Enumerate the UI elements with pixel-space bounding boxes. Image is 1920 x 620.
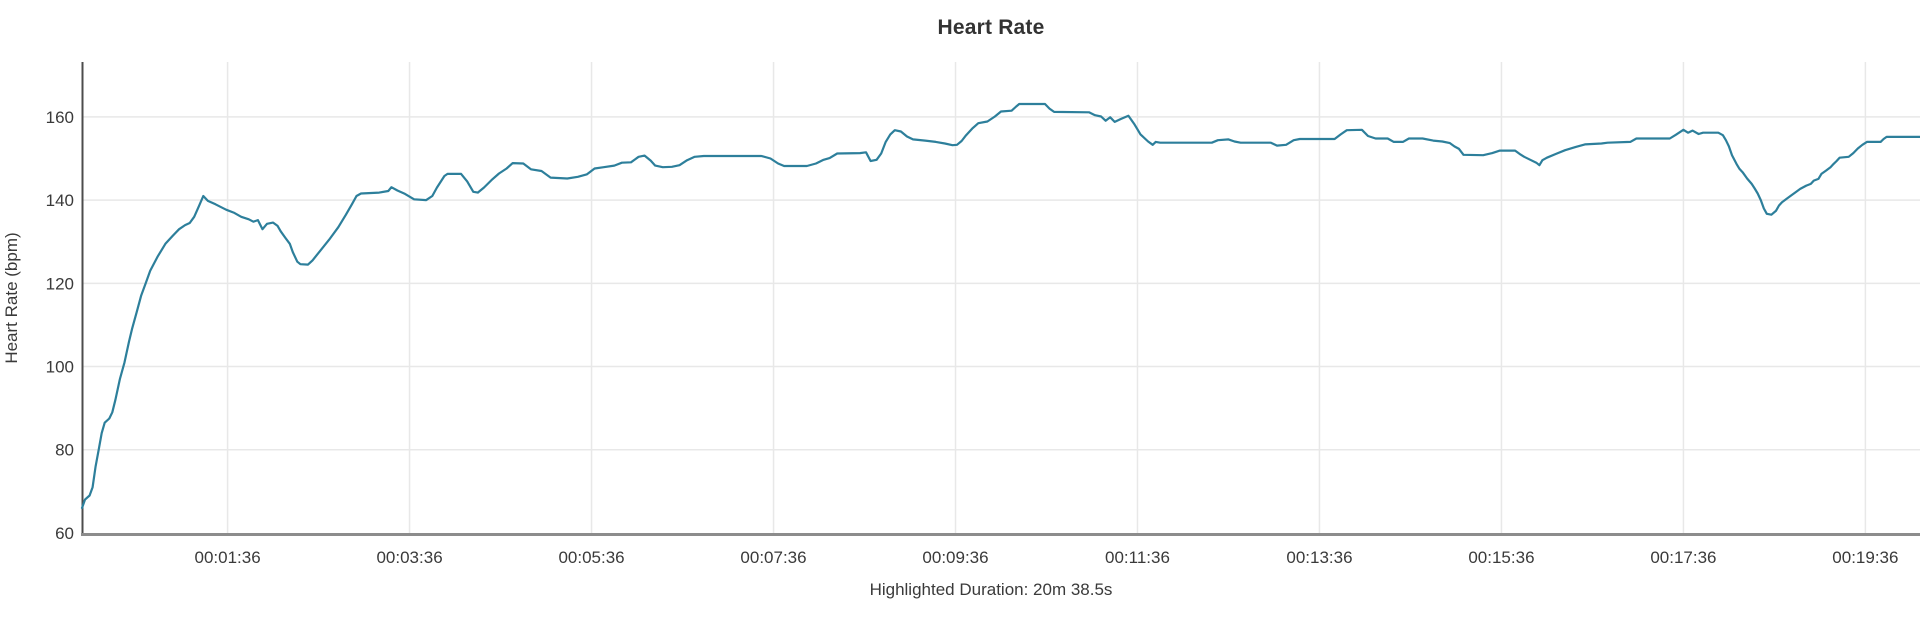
x-tick-label: 00:07:36 xyxy=(740,548,806,567)
y-tick-label: 100 xyxy=(46,358,74,377)
highlighted-duration-annotation: Highlighted Duration: 20m 38.5s xyxy=(869,580,1113,599)
x-tick-label: 00:01:36 xyxy=(194,548,260,567)
x-tick-label: 00:15:36 xyxy=(1468,548,1534,567)
y-axis-label: Heart Rate (bpm) xyxy=(2,232,21,364)
chart-title: Heart Rate xyxy=(937,16,1045,39)
x-tick-label: 00:11:36 xyxy=(1105,548,1170,567)
y-tick-label: 120 xyxy=(46,274,74,293)
x-tick-label: 00:03:36 xyxy=(376,548,442,567)
x-tick-label: 00:13:36 xyxy=(1286,548,1352,567)
y-tick-label: 140 xyxy=(46,191,74,210)
x-tick-label: 00:09:36 xyxy=(922,548,988,567)
heart-rate-line xyxy=(80,102,1920,510)
y-tick-label: 160 xyxy=(46,108,74,127)
x-tick-label: 00:05:36 xyxy=(558,548,624,567)
x-tick-label: 00:17:36 xyxy=(1650,548,1716,567)
y-tick-label: 60 xyxy=(55,524,74,543)
x-tick-label: 00:19:36 xyxy=(1832,548,1898,567)
y-tick-label: 80 xyxy=(55,441,74,460)
